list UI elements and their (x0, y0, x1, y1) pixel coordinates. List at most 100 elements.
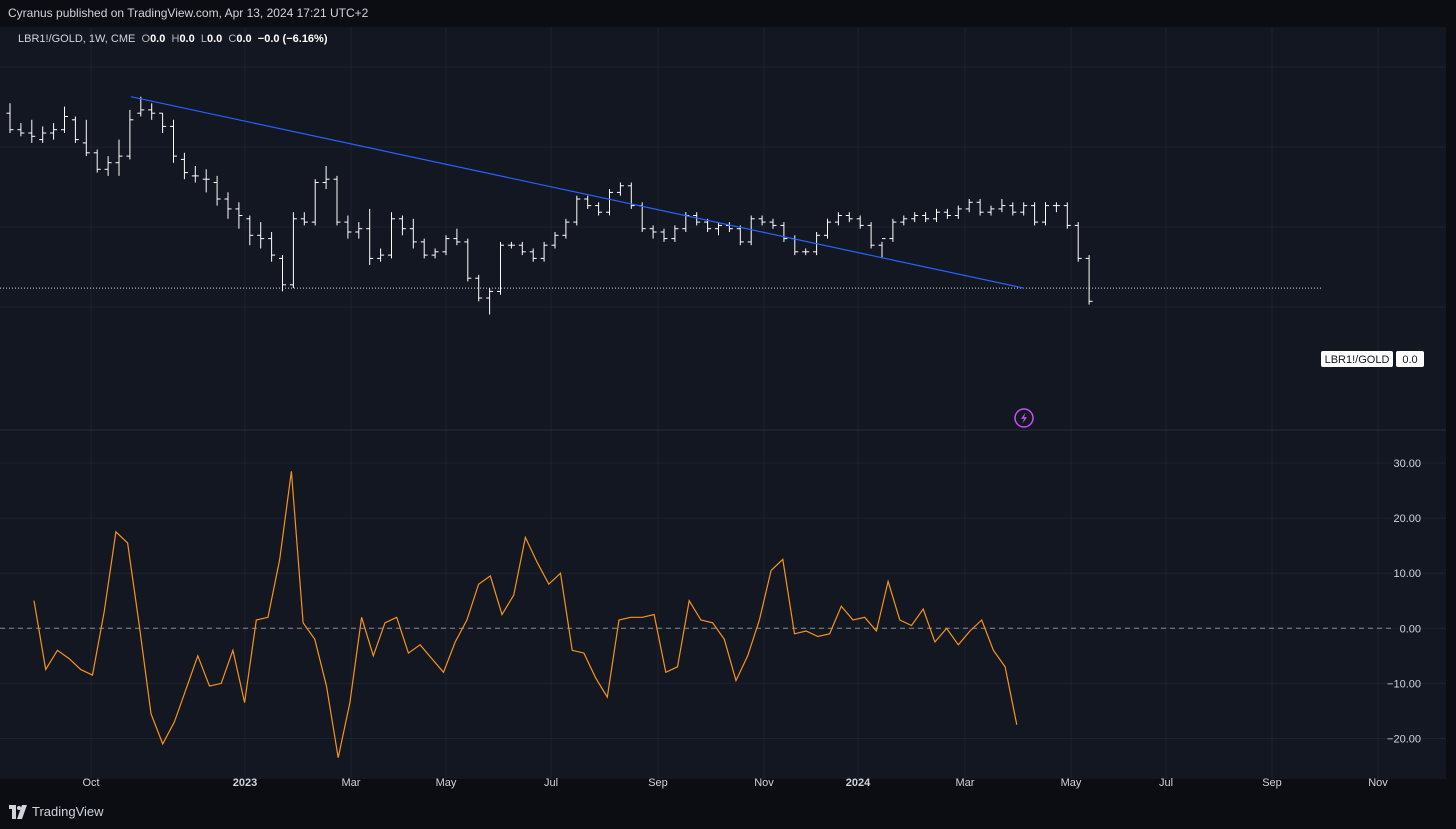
ohlc-bar-26 (289, 212, 297, 289)
ohlc-bar-55 (606, 189, 613, 216)
ohlc-bar-33 (366, 208, 374, 265)
ohlc-bar-71 (780, 222, 788, 242)
x-tick-label: Nov (1368, 777, 1388, 789)
ohlc-bar-14 (159, 112, 167, 133)
oscillator-pane[interactable] (0, 471, 1395, 758)
ohlc-bar-20 (224, 192, 232, 219)
ohlc-bar-38 (420, 238, 428, 259)
ohlc-bar-64 (704, 218, 712, 232)
ohlc-bar-90 (987, 205, 995, 216)
ohlc-bar-86 (943, 208, 951, 219)
ohlc-bar-76 (834, 212, 842, 226)
ohlc-bar-37 (409, 218, 417, 249)
ohlc-bar-21 (235, 202, 243, 229)
y-tick-label: −20.00 (1387, 733, 1421, 745)
y-tick-label: 0.00 (1400, 623, 1421, 635)
ohlc-bar-75 (824, 218, 831, 239)
x-tick-label: Nov (754, 777, 774, 789)
ohlc-bar-49 (540, 241, 548, 262)
ohlc-bar-18 (202, 169, 210, 193)
y-tick-label: 20.00 (1393, 513, 1421, 525)
legend-close-label: C (228, 33, 237, 45)
ohlc-bar-47 (518, 241, 526, 256)
ohlc-bar-10 (115, 139, 123, 176)
ohlc-bar-9 (104, 156, 112, 176)
ohlc-bar-17 (191, 166, 199, 183)
ohlc-bar-81 (889, 218, 897, 242)
ohlc-bar-6 (71, 116, 79, 143)
ohlc-bar-92 (1009, 202, 1017, 216)
legend-close-value: 0.0 (236, 33, 252, 45)
ohlc-bar-7 (82, 119, 90, 157)
ohlc-bar-2 (28, 119, 36, 143)
ohlc-bar-27 (300, 212, 308, 226)
ohlc-bar-4 (50, 123, 58, 140)
price-tag-value: 0.0 (1402, 354, 1417, 366)
oscillator-price-axis: 30.00 20.00 10.00 0.00 −10.00 −20.00 (1387, 458, 1421, 745)
attribution-bar: Cyranus published on TradingView.com, Ap… (0, 0, 1456, 27)
trendline-segment (130, 96, 1024, 289)
x-tick-label: Sep (648, 777, 668, 789)
ohlc-bar-63 (693, 212, 701, 226)
ohlc-bar-39 (431, 248, 439, 259)
tradingview-logo-icon[interactable] (9, 805, 27, 819)
x-tick-label: Mar (342, 777, 361, 789)
x-tick-label: May (436, 777, 457, 789)
ohlc-bar-91 (998, 199, 1006, 213)
x-tick-label: Jul (1159, 777, 1173, 789)
x-tick-label: 2023 (233, 777, 257, 789)
attribution-text: Cyranus published on TradingView.com, Ap… (8, 6, 369, 20)
legend-open-value: 0.0 (150, 33, 166, 45)
ohlc-bar-79 (867, 222, 875, 249)
ohlc-bar-25 (279, 255, 286, 292)
ohlc-bar-12 (137, 96, 145, 117)
ohlc-bar-29 (322, 166, 330, 190)
ohlc-bar-52 (573, 195, 581, 226)
ohlc-bar-82 (900, 215, 908, 226)
chart-canvas[interactable]: 30.00 20.00 10.00 0.00 −10.00 −20.00 Oct 2023 M… (0, 27, 1456, 795)
ohlc-bar-89 (976, 199, 984, 216)
x-tick-label: Sep (1262, 777, 1282, 789)
ohlc-bar-80 (878, 238, 886, 259)
ohlc-bar-23 (257, 222, 265, 249)
ohlc-bar-15 (170, 119, 177, 163)
price-tag-symbol-box (1321, 351, 1393, 367)
ohlc-bar-68 (747, 215, 755, 246)
footer-bar: TradingView (0, 795, 1456, 829)
ohlc-bars[interactable] (6, 96, 1093, 315)
ohlc-bar-30 (333, 175, 341, 226)
last-price-tag[interactable]: LBR1!/GOLD 0.0 (1321, 351, 1424, 367)
x-tick-label: Mar (956, 777, 975, 789)
ohlc-bar-60 (660, 228, 668, 242)
ohlc-bar-54 (595, 202, 603, 216)
ohlc-bar-85 (933, 208, 940, 223)
ohlc-bar-32 (355, 222, 363, 239)
ohlc-bar-88 (965, 199, 973, 213)
ohlc-bar-16 (180, 152, 188, 180)
ohlc-bar-69 (758, 215, 766, 226)
ohlc-bar-35 (388, 212, 395, 259)
time-axis: Oct 2023 Mar May Jul Sep Nov 2024 Mar May Jul Sep No… (82, 777, 1388, 789)
ohlc-bar-13 (148, 103, 156, 120)
legend-high-value: 0.0 (179, 33, 195, 45)
ohlc-bar-1 (17, 123, 25, 137)
trendline[interactable] (130, 96, 1024, 289)
ohlc-bar-50 (551, 232, 559, 249)
ohlc-bar-84 (922, 212, 930, 223)
y-tick-label: −10.00 (1387, 678, 1421, 690)
ohlc-bar-56 (616, 182, 624, 196)
ohlc-bar-11 (126, 109, 134, 160)
ohlc-bar-61 (671, 225, 679, 242)
ohlc-bar-77 (845, 212, 853, 223)
ohlc-bar-24 (268, 232, 276, 262)
symbol-legend[interactable]: LBR1!/GOLD, 1W, CME O0.0 H0.0 L0.0 C0.0 … (18, 33, 328, 45)
ohlc-bar-95 (1042, 202, 1049, 226)
price-tag-value-box (1396, 351, 1424, 367)
legend-change: −0.0 (−6.16%) (257, 33, 328, 45)
ohlc-bar-28 (311, 179, 319, 226)
lightning-alert-icon[interactable] (1014, 408, 1034, 428)
ohlc-bar-45 (497, 241, 504, 295)
ohlc-bar-46 (507, 241, 515, 249)
price-tag-symbol: LBR1!/GOLD (1325, 354, 1390, 366)
tradingview-brand[interactable]: TradingView (32, 804, 104, 819)
